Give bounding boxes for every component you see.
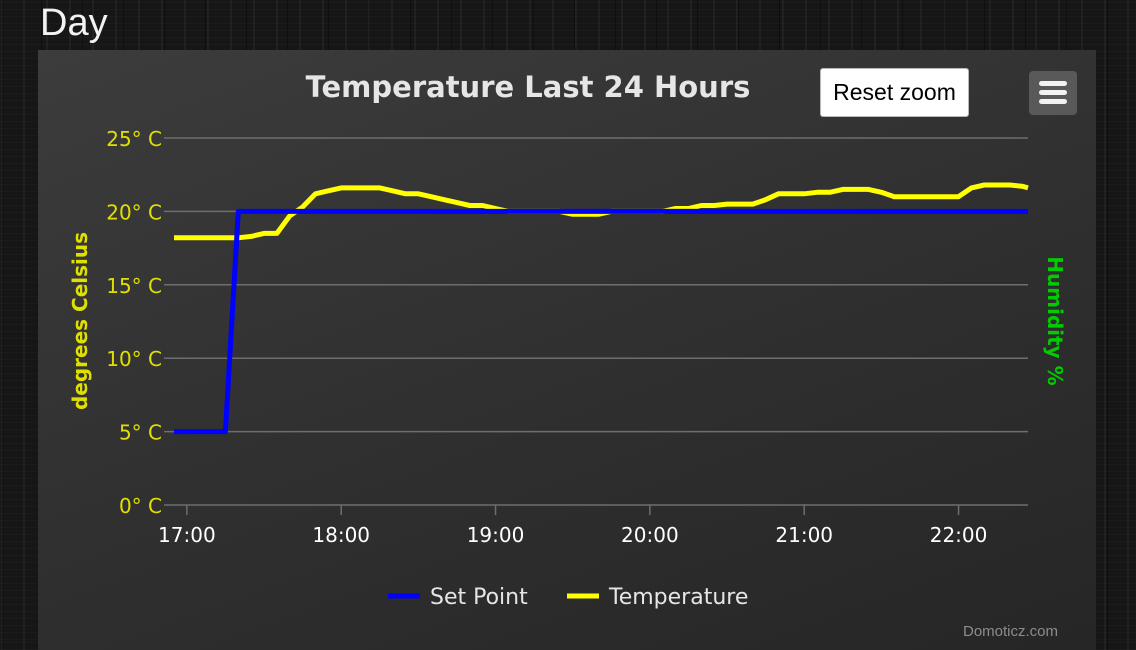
temperature-chart[interactable]: 0° C5° C10° C15° C20° C25° C 17:00 18:00 1…: [38, 50, 1096, 650]
x-tick-label: 20:00: [621, 523, 679, 547]
hamburger-menu-icon: [1039, 99, 1067, 104]
reset-zoom-button[interactable]: Reset zoom: [820, 68, 969, 117]
chart-title: Temperature Last 24 Hours: [306, 70, 751, 104]
x-axis-ticks: 17:00 18:00 19:00 20:00 21:00 22:00: [158, 505, 987, 547]
y-tick-label: 0° C: [119, 494, 162, 518]
section-title: Day: [40, 2, 108, 44]
y-tick-label: 15° C: [106, 274, 162, 298]
x-tick-label: 21:00: [775, 523, 833, 547]
legend-label-temperature[interactable]: Temperature: [608, 585, 748, 610]
x-tick-label: 22:00: [930, 523, 988, 547]
set-point-series-line[interactable]: [174, 208, 1028, 435]
hamburger-menu-icon: [1039, 90, 1067, 95]
legend-label-set-point[interactable]: Set Point: [430, 585, 528, 610]
hamburger-menu-icon: [1039, 81, 1067, 86]
humidity-axis-title: Humidity %: [1043, 256, 1067, 385]
x-tick-label: 18:00: [312, 523, 370, 547]
y-tick-label: 5° C: [119, 421, 162, 445]
chart-menu-button[interactable]: [1029, 71, 1077, 115]
chart-legend: Set Point Temperature: [388, 585, 748, 610]
x-tick-label: 19:00: [467, 523, 525, 547]
y-axis-title: degrees Celsius: [68, 232, 92, 410]
x-tick-label: 17:00: [158, 523, 216, 547]
credits-link[interactable]: Domoticz.com: [963, 623, 1059, 640]
temperature-chart-panel: 0° C 5° C 10° C 15° C 20° C 25° C 17:00 18:00 1…: [38, 50, 1096, 650]
plot-series[interactable]: [174, 182, 1029, 435]
y-tick-label: 20° C: [106, 200, 162, 224]
y-tick-label: 10° C: [106, 347, 162, 371]
y-axis-ticks: 0° C 5° C 10° C 15° C 20° C 25° C: [106, 127, 162, 518]
gridlines: [164, 137, 1028, 506]
y-tick-label: 25° C: [106, 127, 162, 151]
